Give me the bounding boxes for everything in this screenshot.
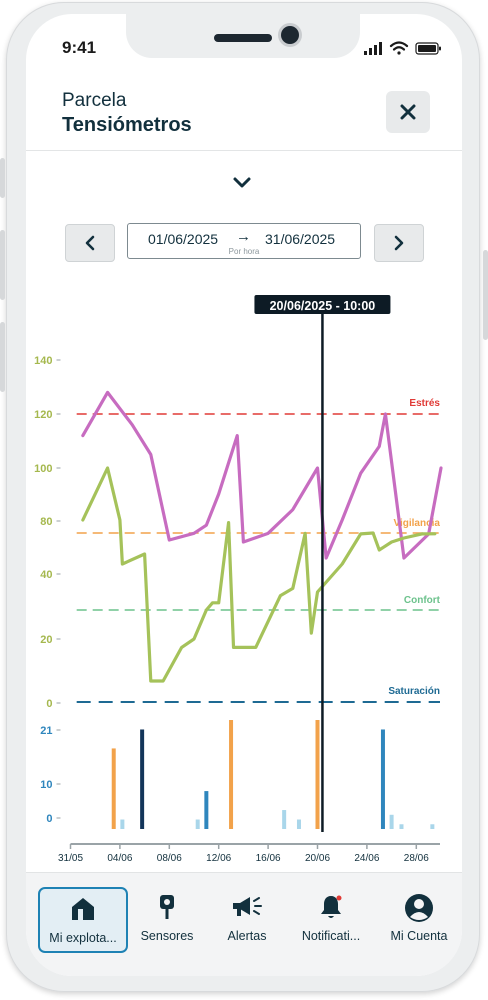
phone-side-button (0, 322, 5, 392)
megaphone-icon (233, 897, 262, 916)
status-icons (364, 41, 441, 55)
bell-icon (321, 895, 342, 918)
page-title: Tensiómetros (62, 114, 192, 136)
x-tick-label: 31/05 (58, 853, 83, 864)
chevron-down-icon[interactable] (232, 176, 252, 190)
rainfall-bar (430, 824, 435, 829)
phone-side-button (0, 158, 5, 198)
tab-notificaciones[interactable]: Notificati... (288, 887, 374, 949)
tab-label: Mi Cuenta (390, 929, 448, 943)
y-tick-label: 0 (46, 698, 52, 710)
battery-icon (415, 42, 441, 55)
rainfall-bar (229, 720, 234, 829)
header-subtitle: Parcela (62, 90, 127, 111)
x-tick-label: 12/06 (206, 853, 231, 864)
close-button[interactable] (386, 91, 430, 133)
rainfall-bar (315, 720, 320, 829)
tab-alertas[interactable]: Alertas (204, 887, 290, 949)
tab-label: Mi explota... (49, 931, 117, 945)
threshold-label: Vigilancia (393, 518, 440, 529)
tab-bar: Mi explota... Sensores Alertas (26, 872, 462, 976)
rainfall-bar (296, 819, 301, 829)
phone-side-button (483, 250, 488, 340)
header-divider (26, 150, 462, 151)
wifi-icon (389, 41, 409, 55)
rainfall-bar (389, 814, 394, 829)
bar-y-tick-label: 0 (46, 813, 52, 825)
signal-icon (364, 42, 382, 55)
x-tick-label: 20/06 (305, 853, 330, 864)
sensor-icon (160, 895, 174, 919)
home-icon (72, 898, 94, 920)
y-tick-label: 100 (34, 463, 52, 475)
rainfall-bar (120, 819, 125, 829)
date-from: 01/06/2025 (148, 231, 219, 247)
y-tick-label: 40 (40, 569, 52, 581)
y-tick-label: 140 (34, 355, 52, 367)
moisture-series-line (81, 466, 437, 683)
close-icon (400, 104, 416, 120)
status-time: 9:41 (62, 38, 97, 57)
chevron-right-icon (394, 235, 404, 251)
x-tick-label: 28/06 (404, 853, 429, 864)
camera (281, 26, 299, 44)
threshold-label: Confort (404, 595, 441, 606)
cursor-label-box (254, 295, 391, 314)
date-range-selector[interactable]: 01/06/2025 → 31/06/2025 Por hora (127, 223, 361, 259)
screen: 9:41 Parcela Tensiómetros (26, 14, 462, 976)
tab-sensores[interactable]: Sensores (124, 887, 210, 949)
previous-period-button[interactable] (65, 224, 115, 262)
rainfall-bar (380, 729, 385, 829)
x-tick-label: 04/06 (107, 853, 132, 864)
rainfall-bar (111, 748, 116, 829)
tab-label: Alertas (227, 929, 267, 943)
phone-side-button (0, 230, 5, 300)
next-period-button[interactable] (374, 224, 424, 262)
tensiometer-chart: 1401201008040200EstrésVigilanciaConfortS… (34, 295, 443, 864)
rainfall-bar (282, 810, 287, 829)
rainfall-bar (195, 819, 200, 829)
account-icon (405, 894, 433, 922)
y-tick-label: 20 (40, 634, 52, 646)
rainfall-bar (204, 791, 209, 829)
tab-mi-explotacion[interactable]: Mi explota... (38, 887, 128, 953)
y-tick-label: 80 (40, 516, 52, 528)
speaker (214, 34, 272, 42)
bar-y-tick-label: 21 (40, 725, 52, 737)
x-tick-label: 16/06 (256, 853, 281, 864)
date-granularity: Por hora (228, 247, 260, 256)
rainfall-bar (140, 729, 145, 829)
bar-y-tick-label: 10 (40, 779, 52, 791)
threshold-label: Saturación (388, 686, 440, 697)
rainfall-bar (399, 824, 404, 829)
threshold-label: Estrés (409, 398, 440, 409)
tab-label: Notificati... (301, 929, 361, 943)
arrow-right-icon: → (236, 228, 251, 245)
chevron-left-icon (85, 235, 95, 251)
x-tick-label: 24/06 (354, 853, 379, 864)
x-tick-label: 08/06 (157, 853, 182, 864)
y-tick-label: 120 (34, 409, 52, 421)
tab-mi-cuenta[interactable]: Mi Cuenta (376, 887, 462, 949)
cursor-label: 20/06/2025 - 10:00 (270, 299, 376, 313)
tension-series-line (81, 390, 443, 560)
notch (126, 14, 360, 58)
tab-label: Sensores (140, 929, 194, 943)
date-to: 31/06/2025 (265, 231, 336, 247)
